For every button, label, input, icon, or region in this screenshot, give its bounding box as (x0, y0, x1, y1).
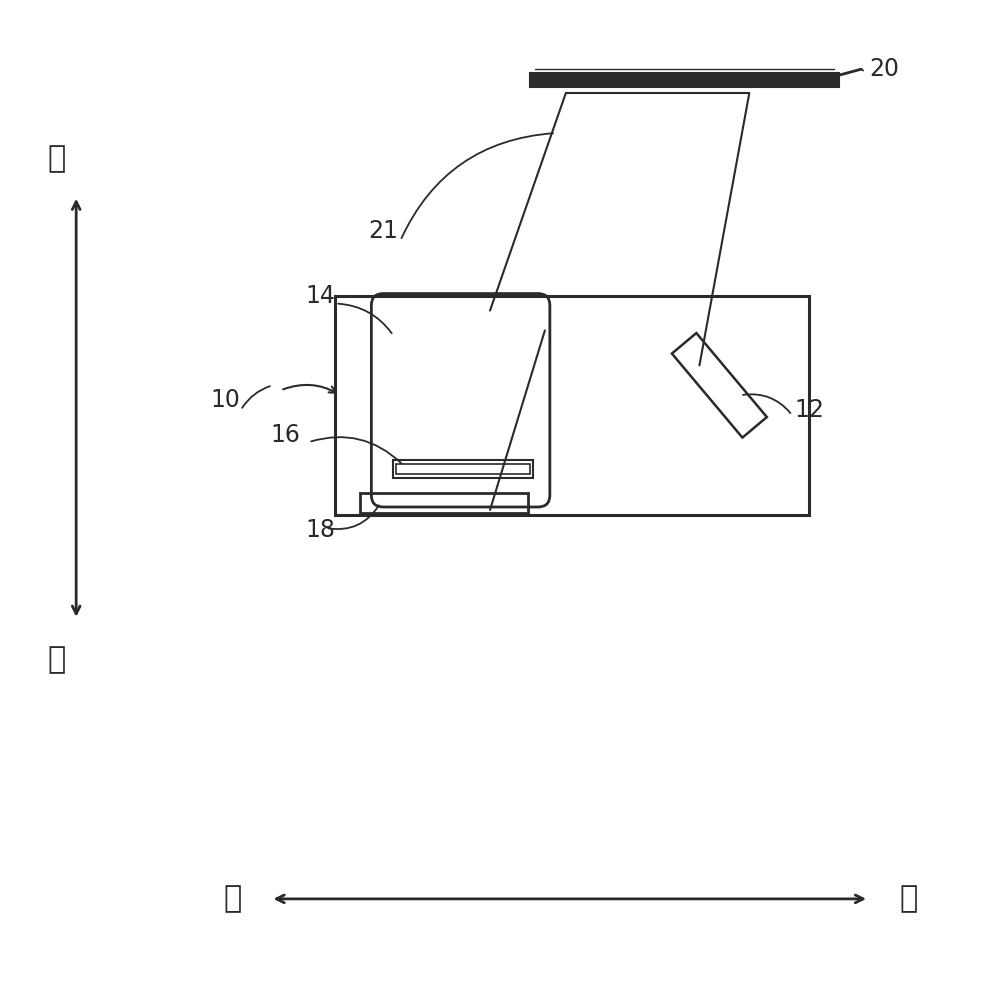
Bar (360, 493, 528, 513)
Bar (335, 296, 809, 515)
Text: 左: 左 (224, 884, 242, 913)
Text: 16: 16 (270, 423, 300, 447)
Bar (672, 333, 766, 438)
Text: 前: 前 (47, 144, 65, 173)
Bar (396, 464, 530, 474)
Text: 14: 14 (305, 284, 335, 308)
Text: 20: 20 (869, 57, 899, 81)
Bar (393, 460, 533, 478)
Text: 12: 12 (794, 398, 824, 422)
Text: 右: 右 (900, 884, 918, 913)
Text: 后: 后 (47, 645, 65, 674)
Text: 21: 21 (368, 219, 398, 243)
Text: 18: 18 (305, 518, 335, 542)
Bar (530, 73, 839, 87)
Text: 10: 10 (211, 388, 241, 412)
